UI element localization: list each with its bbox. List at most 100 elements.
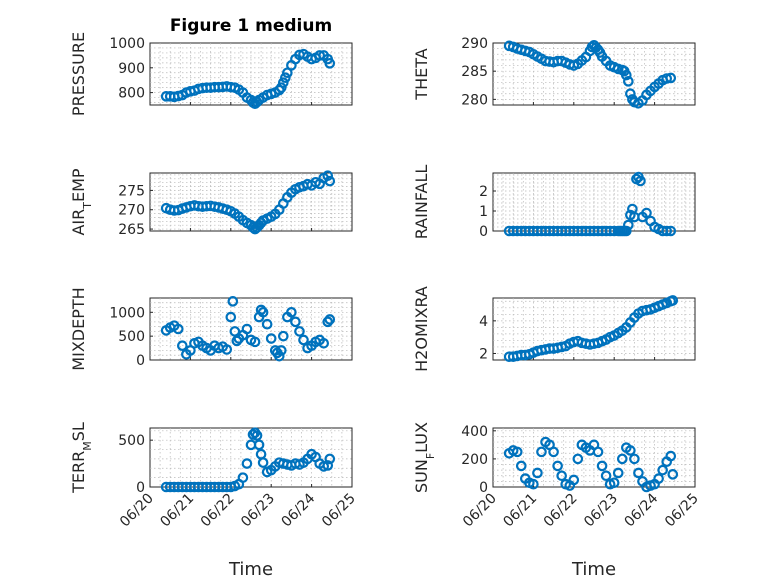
data-point (221, 344, 233, 355)
data-point (324, 453, 336, 465)
data-point (592, 446, 604, 458)
data-point (623, 219, 634, 231)
x-axis-label-right: Time (571, 559, 616, 580)
figure-title: Figure 1 medium (170, 16, 332, 36)
data-point (322, 316, 334, 328)
data-point (667, 295, 679, 306)
subplot-theta: 280 285 290 THETA (412, 36, 696, 109)
y-tick-label: 0 (479, 480, 488, 496)
data-point (661, 225, 673, 237)
x-tick-label: 06/24 (279, 490, 319, 530)
data-point (661, 73, 673, 84)
y-tick-label: 1000 (109, 36, 145, 52)
x-tick-label: 06/22 (541, 491, 581, 531)
subplot-pressure: 800 900 1000 PRESSURE (69, 32, 353, 116)
data-point (635, 175, 646, 187)
subplot-h2omixra: 2 4 H2OMIXRA (412, 286, 696, 372)
data-point (324, 58, 336, 69)
subplot-mixdepth: 0 500 1000 MIXDEPTH (69, 287, 353, 371)
data-point (641, 207, 652, 219)
y-tick-label: 500 (118, 329, 145, 345)
x-tick-label: 06/21 (500, 491, 540, 531)
y-tick-label: 265 (118, 222, 145, 238)
data-point (255, 304, 267, 316)
data-point (261, 318, 273, 330)
x-tick-label: 06/23 (238, 491, 278, 531)
data-point (172, 323, 184, 335)
subplot-sun-flux: 0 200 400 06/20 06/21 06/22 06/23 06/24 06/25 SUN… (412, 422, 702, 530)
y-axis-label: MIXDEPTH (69, 287, 88, 370)
data-point (249, 336, 261, 348)
x-tick-label: 06/20 (117, 491, 157, 531)
data-point (653, 473, 664, 484)
y-tick-label: 900 (118, 61, 145, 77)
data-point (623, 76, 634, 87)
y-tick-label: 2 (479, 184, 488, 200)
data-point (548, 446, 559, 458)
data-point (596, 460, 608, 472)
data-point (225, 311, 237, 323)
y-tick-label: 1000 (109, 305, 145, 321)
y-tick-label: 285 (461, 64, 488, 80)
y-axis-label: PRESSURE (69, 32, 88, 116)
data-point (552, 460, 563, 472)
y-tick-label: 800 (118, 86, 145, 102)
x-tick-label: 06/22 (198, 491, 238, 531)
data-point (625, 445, 636, 456)
data-point (231, 335, 243, 347)
data-point (227, 296, 239, 307)
data-point (612, 467, 624, 479)
y-tick-label: 2 (479, 346, 488, 362)
data-point (241, 323, 253, 335)
y-axis-label: SUNFLUX (412, 422, 437, 493)
subplot-air-temp: 265 270 275 AIRTEMP (69, 168, 353, 238)
y-tick-label: 0 (479, 224, 488, 240)
data-point (251, 430, 263, 441)
data-point (511, 446, 523, 458)
data-point (286, 307, 297, 318)
subplot-terr-msl: 0 500 06/20 06/21 06/22 06/23 06/24 06/25 TERRMS… (69, 422, 359, 530)
data-point (314, 50, 325, 61)
data-point (536, 446, 547, 458)
data-point (257, 307, 269, 318)
x-axis-label-left: Time (228, 559, 273, 580)
data-point (294, 326, 305, 337)
data-point (633, 467, 644, 479)
x-tick-label: 06/25 (319, 491, 359, 531)
y-tick-label: 280 (461, 92, 488, 108)
data-point (515, 460, 527, 472)
data-point (241, 458, 253, 469)
data-point (528, 478, 539, 490)
y-axis-label: THETA (412, 48, 431, 100)
data-point (616, 453, 628, 465)
data-point (556, 470, 567, 482)
x-tick-label: 06/25 (662, 491, 702, 531)
x-tick-label: 06/24 (622, 490, 662, 530)
y-axis-label: AIRTEMP (69, 168, 94, 235)
data-point (322, 170, 334, 182)
x-tick-label: 06/23 (581, 491, 621, 531)
data-point (629, 453, 640, 465)
data-point (657, 464, 668, 476)
data-point (572, 453, 584, 465)
x-tick-label: 06/21 (157, 491, 197, 531)
y-tick-label: 0 (136, 480, 145, 496)
data-point (322, 460, 334, 471)
y-tick-label: 270 (118, 203, 145, 219)
data-point (237, 472, 249, 483)
data-point (324, 314, 336, 325)
data-point (324, 175, 336, 187)
x-tick-label: 06/20 (460, 491, 500, 531)
data-point (257, 457, 269, 468)
data-point (278, 330, 289, 342)
data-point (273, 350, 285, 362)
y-tick-label: 400 (461, 424, 488, 440)
data-point (290, 316, 301, 328)
data-point (621, 225, 632, 237)
data-point (621, 69, 632, 81)
data-point (667, 469, 679, 480)
y-axis-label: TERRMSL (69, 422, 94, 494)
y-axis-label: H2OMIXRA (412, 286, 431, 372)
